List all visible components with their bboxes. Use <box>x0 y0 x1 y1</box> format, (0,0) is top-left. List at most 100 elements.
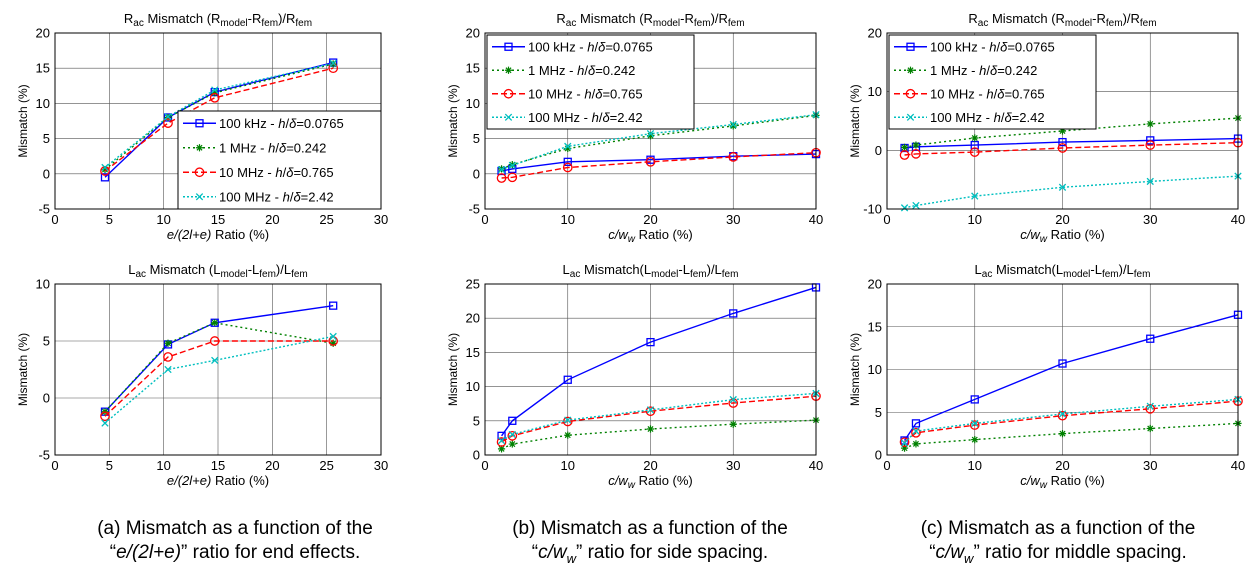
legend-label: 1 MHz - h/δ=0.242 <box>528 63 635 78</box>
title-subscript: ac <box>133 18 144 29</box>
title-part: )/L <box>276 262 291 277</box>
legend-marker <box>194 167 205 178</box>
data-point <box>911 149 921 159</box>
data-point <box>912 201 920 210</box>
data-point <box>729 395 737 404</box>
series-line <box>501 152 817 179</box>
legend-h: h <box>994 110 1001 125</box>
y-axis-label: Mismatch (%) <box>16 333 30 406</box>
legend-item-3: 100 MHz - h/δ=2.42 <box>492 110 643 125</box>
x-axis-label: c/ww Ratio (%) <box>1020 227 1105 245</box>
data-point <box>729 122 737 130</box>
x-axis-label: e/(2l+e) Ratio (%) <box>167 473 269 488</box>
legend-marker <box>905 88 916 99</box>
legend-label: 10 MHz - h/δ=0.765 <box>219 165 334 180</box>
series-3 <box>101 59 337 172</box>
x-label-subscript: w <box>628 480 636 491</box>
legend-h: h <box>275 165 282 180</box>
legend-param: =0.242 <box>997 63 1037 78</box>
data-point <box>564 144 572 153</box>
title-subscript: model <box>1063 269 1090 280</box>
title-part: Mismatch (L <box>146 262 220 277</box>
y-tick-label: 20 <box>868 26 882 41</box>
data-point <box>912 427 920 435</box>
series-2 <box>496 147 821 183</box>
series-line <box>501 286 817 437</box>
title-part: Mismatch (R <box>988 11 1065 26</box>
title-part: )/R <box>278 11 295 26</box>
legend-box <box>888 34 1097 130</box>
legend-delta: δ <box>293 189 301 204</box>
x-axis-label: c/ww Ratio (%) <box>608 473 693 491</box>
legend-series-name: 100 kHz - <box>219 116 278 131</box>
data-point <box>507 172 518 183</box>
x-tick-label: 10 <box>968 458 982 473</box>
title-subscript: model <box>220 18 247 29</box>
title-part: -L <box>678 262 690 277</box>
data-point <box>1058 127 1067 135</box>
legend-slash: / <box>283 165 287 180</box>
data-point <box>729 120 737 129</box>
data-point <box>209 92 220 103</box>
x-label-part: Ratio (%) <box>211 227 269 242</box>
data-point <box>900 439 909 447</box>
data-point <box>508 416 517 425</box>
legend-item-1: 1 MHz - h/δ=0.242 <box>894 63 1037 78</box>
x-tick-label: 30 <box>1143 212 1157 227</box>
data-point <box>1146 120 1154 128</box>
legend-h: h <box>283 189 290 204</box>
data-point <box>101 165 109 174</box>
data-point <box>164 113 172 121</box>
x-tick-label: 0 <box>481 212 488 227</box>
series-1 <box>101 319 337 416</box>
series-line <box>904 142 1239 156</box>
x-tick-label: 20 <box>265 458 279 473</box>
data-point <box>211 356 219 365</box>
y-tick-label: -10 <box>863 202 882 217</box>
series-2 <box>899 396 1243 448</box>
legend-param: =0.242 <box>595 63 635 78</box>
y-tick-label: -5 <box>38 202 50 217</box>
data-point <box>209 336 220 346</box>
data-point <box>100 411 110 422</box>
y-tick-label: 10 <box>466 96 480 111</box>
legend-label: 100 MHz - h/δ=2.42 <box>219 189 334 204</box>
x-tick-label: 20 <box>1055 458 1069 473</box>
data-point <box>900 204 909 212</box>
legend-h: h <box>986 86 993 101</box>
data-point <box>969 147 980 157</box>
series-line <box>904 422 1239 449</box>
caption-a-line1: (a) Mismatch as a function of the <box>97 518 373 539</box>
x-tick-label: 40 <box>1231 458 1245 473</box>
caption-b-line2: “c/ww” ratio for side spacing. <box>531 542 769 566</box>
legend-delta: δ <box>286 165 294 180</box>
legend-item-3: 100 MHz - h/δ=2.42 <box>894 110 1045 125</box>
x-tick-label: 15 <box>211 212 225 227</box>
x-label-italic: c/w <box>608 473 629 488</box>
data-point <box>508 161 516 170</box>
legend-item-2: 10 MHz - h/δ=0.765 <box>183 165 334 180</box>
data-point <box>1058 137 1067 147</box>
data-point <box>970 395 979 404</box>
data-point <box>563 375 572 384</box>
caption-a: (a) Mismatch as a function of the “e/(2l… <box>35 517 435 565</box>
y-tick-label: 10 <box>868 362 882 377</box>
y-tick-label: -5 <box>38 448 50 463</box>
series-line <box>104 335 334 424</box>
data-point <box>1058 410 1067 418</box>
legend-label: 100 MHz - h/δ=2.42 <box>528 110 643 125</box>
axes-frame <box>54 283 382 456</box>
title-part: R <box>968 11 977 26</box>
series-0 <box>497 283 821 440</box>
data-point <box>329 59 337 67</box>
title-subscript: fem <box>261 18 278 29</box>
title-part: -R <box>680 11 694 26</box>
axes-frame <box>484 283 817 456</box>
x-tick-label: 30 <box>374 458 388 473</box>
y-tick-label: 10 <box>466 379 480 394</box>
title-part: Mismatch (R <box>144 11 221 26</box>
data-point <box>646 130 655 138</box>
